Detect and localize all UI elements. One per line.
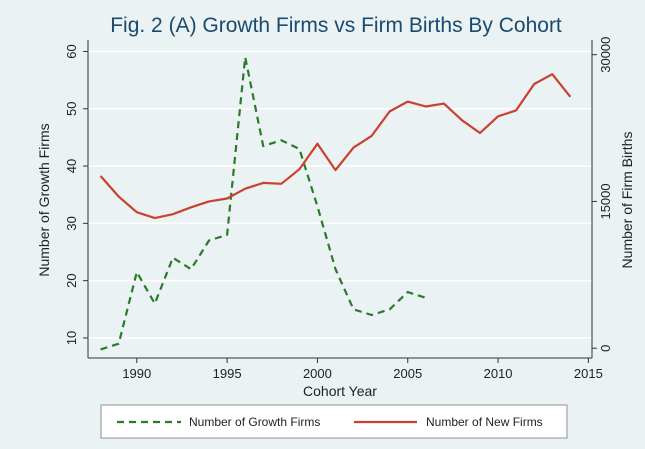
legend: Number of Growth Firms Number of New Fir…: [100, 404, 568, 439]
series-line-new-firms: [99, 73, 572, 220]
left-y-tick-label-60: 60: [64, 44, 79, 58]
left-y-tick-label-40: 40: [64, 159, 79, 173]
left-y-tick-label-20: 20: [64, 273, 79, 287]
right-y-tick-label-15000: 15000: [598, 183, 613, 219]
right-y-axis-title: Number of Firm Births: [619, 132, 635, 269]
right-y-tick-label-0: 0: [598, 345, 613, 352]
x-tick-label-1990: 1990: [122, 366, 151, 381]
left-y-tick-label-50: 50: [64, 102, 79, 116]
series-layer: [99, 56, 572, 351]
legend-label-growth-firms: Number of Growth Firms: [189, 415, 320, 429]
x-tick-label-2015: 2015: [574, 366, 603, 381]
x-tick-label-2010: 2010: [484, 366, 513, 381]
left-y-tick-label-30: 30: [64, 216, 79, 230]
left-y-tick-label-10: 10: [64, 331, 79, 345]
tick-layer: 10 20 30 40 50 60 0 15000 30000 1990 1995 2000 2005 2…: [64, 37, 613, 381]
grid-layer: [88, 50, 592, 339]
right-y-tick-label-30000: 30000: [598, 37, 613, 73]
legend-label-new-firms: Number of New Firms: [426, 415, 543, 429]
x-tick-label-1995: 1995: [213, 366, 242, 381]
chart-title: Fig. 2 (A) Growth Firms vs Firm Births B…: [110, 14, 562, 37]
x-axis-title: Cohort Year: [303, 383, 377, 399]
x-tick-label-2000: 2000: [303, 366, 332, 381]
left-y-axis-title: Number of Growth Firms: [36, 123, 52, 276]
x-tick-label-2005: 2005: [393, 366, 422, 381]
series-line-growth-firms: [100, 56, 427, 351]
